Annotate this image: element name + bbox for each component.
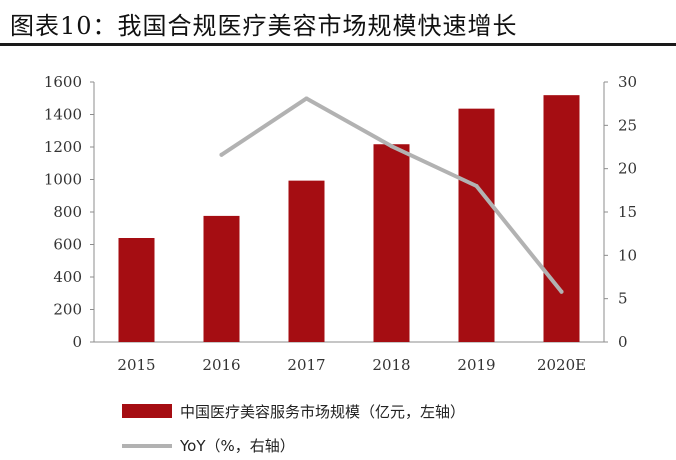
left-tick-label: 1600 [44, 73, 82, 91]
bar [118, 238, 155, 342]
yoy-point [559, 289, 564, 294]
bar [543, 95, 580, 342]
right-tick-label: 15 [618, 203, 637, 221]
x-tick-label: 2019 [457, 356, 495, 374]
bar [373, 144, 410, 342]
right-tick-label: 10 [618, 246, 637, 264]
bar [458, 108, 495, 343]
left-tick-label: 800 [53, 203, 82, 221]
left-tick-label: 200 [53, 301, 82, 319]
bar-series [118, 95, 580, 343]
bar [203, 215, 240, 342]
x-tick-label: 2017 [287, 356, 325, 374]
x-tick-label: 2018 [372, 356, 410, 374]
right-tick-label: 5 [618, 290, 628, 308]
title-bar: 图表10：我国合规医疗美容市场规模快速增长 [0, 0, 676, 48]
right-tick-label: 30 [618, 73, 637, 91]
yoy-point [219, 152, 224, 157]
yoy-point [304, 96, 309, 101]
page-title: 图表10：我国合规医疗美容市场规模快速增长 [10, 12, 518, 40]
legend-label-bar: 中国医疗美容服务市场规模（亿元，左轴） [180, 403, 465, 421]
right-tick-label: 25 [618, 116, 637, 134]
left-tick-label: 1000 [44, 171, 82, 189]
right-tick-label: 20 [618, 160, 637, 178]
legend-swatch-bar [122, 404, 172, 418]
title-rule [0, 43, 676, 46]
yoy-point [389, 144, 394, 149]
x-tick-label: 2020E [537, 356, 586, 374]
legend-label-line: YoY（%，右轴） [179, 437, 295, 455]
x-tick-label: 2015 [117, 356, 155, 374]
right-tick-label: 0 [618, 333, 628, 351]
bar [288, 180, 325, 342]
legend: 中国医疗美容服务市场规模（亿元，左轴） YoY（%，右轴） [122, 403, 465, 455]
left-tick-label: 1200 [44, 138, 82, 156]
yoy-point [474, 184, 479, 188]
line-series [219, 96, 564, 294]
x-tick-label: 2016 [202, 356, 240, 374]
x-axis-ticks: 2015 2016 2017 2018 2019 2020E [117, 356, 586, 374]
left-tick-label: 0 [72, 333, 82, 351]
left-tick-label: 1400 [44, 106, 82, 124]
right-axis-ticks: 0 5 10 15 20 25 30 [604, 73, 637, 351]
left-tick-label: 400 [53, 268, 82, 286]
left-axis-ticks: 0 200 400 600 800 1000 1200 1400 1600 [44, 73, 94, 351]
left-tick-label: 600 [53, 236, 82, 254]
